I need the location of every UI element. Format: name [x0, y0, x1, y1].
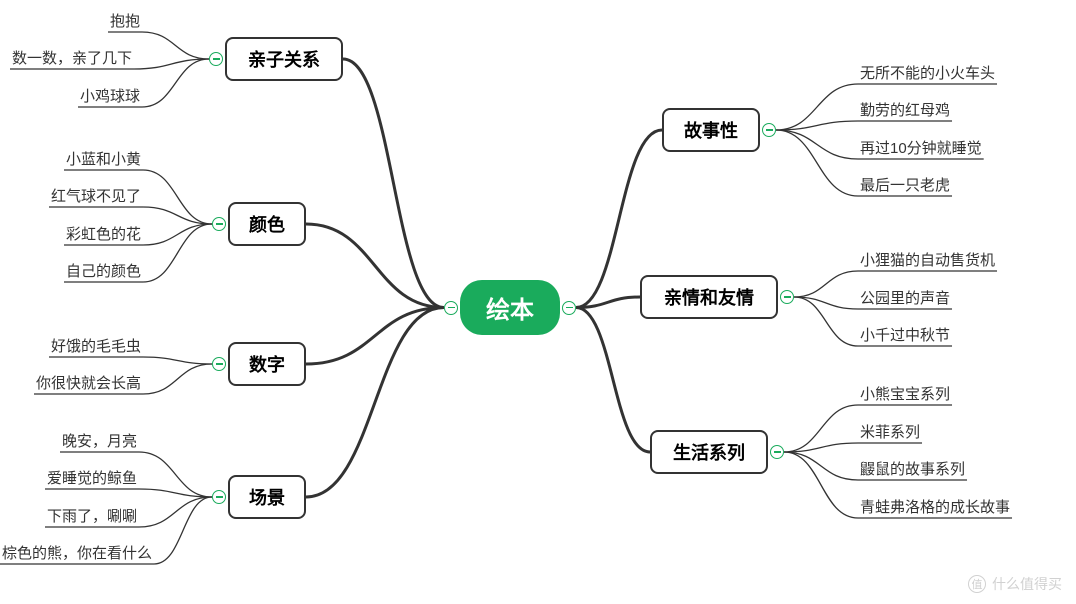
leaf-小蓝和小黄: 小蓝和小黄: [64, 148, 143, 172]
leaf-红气球不见了: 红气球不见了: [49, 185, 143, 209]
branch-故事性: 故事性: [662, 108, 760, 152]
leaf-棕色的熊，你在看什么: 棕色的熊，你在看什么: [0, 542, 154, 566]
watermark: 值 什么值得买: [968, 574, 1062, 594]
leaf-青蛙弗洛格的成长故事: 青蛙弗洛格的成长故事: [858, 496, 1012, 520]
leaf-自己的颜色: 自己的颜色: [64, 260, 143, 284]
leaf-数一数，亲了几下: 数一数，亲了几下: [10, 47, 134, 71]
leaf-抱抱: 抱抱: [108, 10, 142, 34]
root-node: 绘本: [460, 280, 560, 335]
branch-数字: 数字: [228, 342, 306, 386]
leaf-公园里的声音: 公园里的声音: [858, 287, 952, 311]
leaf-再过10分钟就睡觉: 再过10分钟就睡觉: [858, 137, 984, 161]
branch-亲子关系: 亲子关系: [225, 37, 343, 81]
root-toggle-right[interactable]: [562, 301, 576, 315]
leaf-你很快就会长高: 你很快就会长高: [34, 372, 143, 396]
leaf-最后一只老虎: 最后一只老虎: [858, 174, 952, 198]
branch-生活系列: 生活系列: [650, 430, 768, 474]
leaf-彩虹色的花: 彩虹色的花: [64, 223, 143, 247]
toggle-数字[interactable]: [212, 357, 226, 371]
toggle-亲情和友情[interactable]: [780, 290, 794, 304]
leaf-小熊宝宝系列: 小熊宝宝系列: [858, 383, 952, 407]
leaf-米菲系列: 米菲系列: [858, 421, 922, 445]
branch-场景: 场景: [228, 475, 306, 519]
toggle-亲子关系[interactable]: [209, 52, 223, 66]
root-toggle-left[interactable]: [444, 301, 458, 315]
leaf-晚安，月亮: 晚安，月亮: [60, 430, 139, 454]
leaf-无所不能的小火车头: 无所不能的小火车头: [858, 62, 997, 86]
leaf-勤劳的红母鸡: 勤劳的红母鸡: [858, 99, 952, 123]
watermark-icon: 值: [968, 575, 986, 593]
toggle-颜色[interactable]: [212, 217, 226, 231]
leaf-鼹鼠的故事系列: 鼹鼠的故事系列: [858, 458, 967, 482]
branch-亲情和友情: 亲情和友情: [640, 275, 778, 319]
leaf-小狸猫的自动售货机: 小狸猫的自动售货机: [858, 249, 997, 273]
branch-颜色: 颜色: [228, 202, 306, 246]
leaf-下雨了，唰唰: 下雨了，唰唰: [45, 505, 139, 529]
toggle-生活系列[interactable]: [770, 445, 784, 459]
leaf-小鸡球球: 小鸡球球: [78, 85, 142, 109]
toggle-场景[interactable]: [212, 490, 226, 504]
toggle-故事性[interactable]: [762, 123, 776, 137]
leaf-爱睡觉的鲸鱼: 爱睡觉的鲸鱼: [45, 467, 139, 491]
watermark-text: 什么值得买: [992, 574, 1062, 594]
leaf-小千过中秋节: 小千过中秋节: [858, 324, 952, 348]
leaf-好饿的毛毛虫: 好饿的毛毛虫: [49, 335, 143, 359]
